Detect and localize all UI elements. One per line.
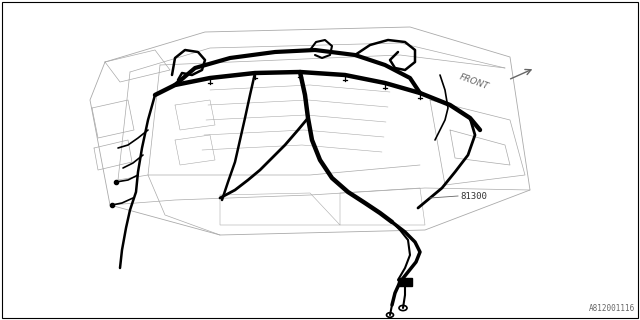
Text: A812001116: A812001116 bbox=[589, 304, 635, 313]
Text: FRONT: FRONT bbox=[458, 73, 490, 92]
Bar bbox=[398, 278, 412, 286]
Text: 81300: 81300 bbox=[460, 191, 487, 201]
